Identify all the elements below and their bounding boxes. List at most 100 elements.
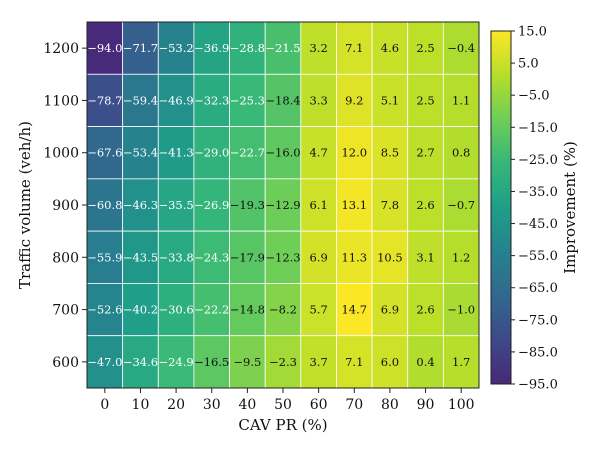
heatmap-cell (193, 283, 230, 337)
heatmap-cell (371, 126, 409, 180)
heatmap-cell (157, 335, 195, 389)
heatmap-cell (86, 283, 124, 337)
colorbar-tick-label: −95.0 (518, 378, 558, 393)
cell-value-label: −24.9 (158, 355, 193, 369)
cell-value-label: 2.5 (416, 93, 434, 107)
cell-value-label: 1.1 (452, 93, 470, 107)
cell-value-label: −33.8 (158, 250, 193, 264)
heatmap-cell (407, 73, 444, 127)
heatmap-cell (442, 335, 480, 389)
cell-value-label: −46.3 (123, 198, 158, 212)
heatmap-cell (122, 230, 159, 284)
heatmap-cell (86, 21, 124, 75)
cell-value-label: −22.7 (230, 146, 265, 160)
x-axis-title: CAV PR (%) (238, 416, 327, 434)
y-tick-label: 1100 (43, 93, 79, 109)
cell-value-label: −12.3 (265, 250, 300, 264)
cell-value-label: −19.3 (230, 198, 265, 212)
cell-value-label: −35.5 (158, 198, 193, 212)
colorbar-title: Improvement (%) (561, 141, 579, 274)
cell-value-label: 4.7 (309, 146, 327, 160)
cell-value-label: −47.0 (87, 355, 122, 369)
cell-value-label: 0.8 (452, 146, 470, 160)
colorbar (490, 30, 512, 385)
cell-value-label: −30.6 (158, 303, 193, 317)
cell-value-label: −60.8 (87, 198, 122, 212)
x-axis-ticks: 0 10 20 30 40 50 60 70 80 90 100 (100, 388, 475, 413)
heatmap-cell (264, 283, 302, 337)
cell-value-label: −16.5 (194, 355, 229, 369)
cell-value-label: −52.6 (87, 303, 122, 317)
cell-value-label: 4.6 (381, 41, 399, 55)
heatmap-cell (336, 21, 373, 75)
heatmap-cell (122, 21, 159, 75)
heatmap-cell (157, 126, 195, 180)
cell-value-label: 2.6 (416, 198, 434, 212)
heatmap-cell (371, 230, 409, 284)
cell-value-label: −59.4 (123, 93, 158, 107)
heatmap-cell (371, 178, 409, 232)
cell-value-label: 2.6 (416, 303, 434, 317)
heatmap-cells (86, 21, 480, 389)
cell-value-label: −94.0 (87, 41, 122, 55)
cell-value-label: 3.2 (309, 41, 327, 55)
y-tick-label: 1200 (43, 41, 79, 57)
colorbar-tick-label: −75.0 (518, 313, 558, 328)
x-tick-label: 90 (417, 397, 435, 413)
cell-value-label: −18.4 (265, 93, 300, 107)
heatmap-cell (264, 230, 302, 284)
cell-value-label: −16.0 (265, 146, 300, 160)
heatmap-cell (229, 126, 266, 180)
cell-value-label: 14.7 (341, 303, 367, 317)
cell-value-label: −71.7 (123, 41, 158, 55)
cell-value-label: 3.7 (309, 355, 327, 369)
x-tick-label: 10 (132, 397, 150, 413)
heatmap-cell (157, 73, 195, 127)
cell-value-label: 5.7 (309, 303, 327, 317)
x-tick-label: 30 (203, 397, 221, 413)
cell-value-label: −41.3 (158, 146, 193, 160)
heatmap-cell (407, 178, 444, 232)
cell-value-label: −9.5 (233, 355, 261, 369)
cell-value-label: −26.9 (194, 198, 229, 212)
heatmap-cell (122, 335, 159, 389)
colorbar-tick-label: −15.0 (518, 121, 558, 136)
heatmap-cell (264, 335, 302, 389)
cell-value-label: 3.1 (416, 250, 434, 264)
cell-value-label: −29.0 (194, 146, 229, 160)
cell-value-label: 0.4 (416, 355, 434, 369)
cell-value-label: −14.8 (230, 303, 265, 317)
heatmap-cell (193, 178, 230, 232)
heatmap-cell (264, 21, 302, 75)
cell-value-label: −21.5 (265, 41, 300, 55)
heatmap-cell (407, 21, 444, 75)
y-tick-label: 900 (52, 198, 79, 214)
heatmap-cell (442, 230, 480, 284)
y-tick-label: 600 (52, 355, 79, 371)
cell-value-label: −53.2 (158, 41, 193, 55)
cell-value-label: −43.5 (123, 250, 158, 264)
cell-value-label: −34.6 (123, 355, 158, 369)
heatmap-cell (86, 335, 124, 389)
x-tick-label: 40 (238, 397, 256, 413)
colorbar-tick-label: −65.0 (518, 281, 558, 296)
heatmap-cell (86, 230, 124, 284)
x-tick-label: 20 (167, 397, 185, 413)
cell-value-label: 7.8 (381, 198, 399, 212)
cell-value-label: 8.5 (381, 146, 399, 160)
colorbar-tick-label: −45.0 (518, 217, 558, 232)
cell-value-label: 7.1 (345, 355, 363, 369)
cell-value-label: 6.1 (309, 198, 327, 212)
cell-value-label: −0.4 (447, 41, 475, 55)
cell-value-label: −78.7 (87, 93, 122, 107)
cell-value-label: 7.1 (345, 41, 363, 55)
colorbar-ticks: 15.0 5.0 −5.0 −15.0 −25.0 −35.0 −45.0 −55.0 −65.… (511, 25, 558, 393)
cell-value-label: −1.0 (447, 303, 475, 317)
heatmap-cell (300, 230, 337, 284)
heatmap-cell (300, 335, 337, 389)
cell-value-label: −25.3 (230, 93, 265, 107)
cell-value-label: 1.2 (452, 250, 470, 264)
cell-value-label: 10.5 (377, 250, 403, 264)
colorbar-tick-label: −85.0 (518, 345, 558, 360)
